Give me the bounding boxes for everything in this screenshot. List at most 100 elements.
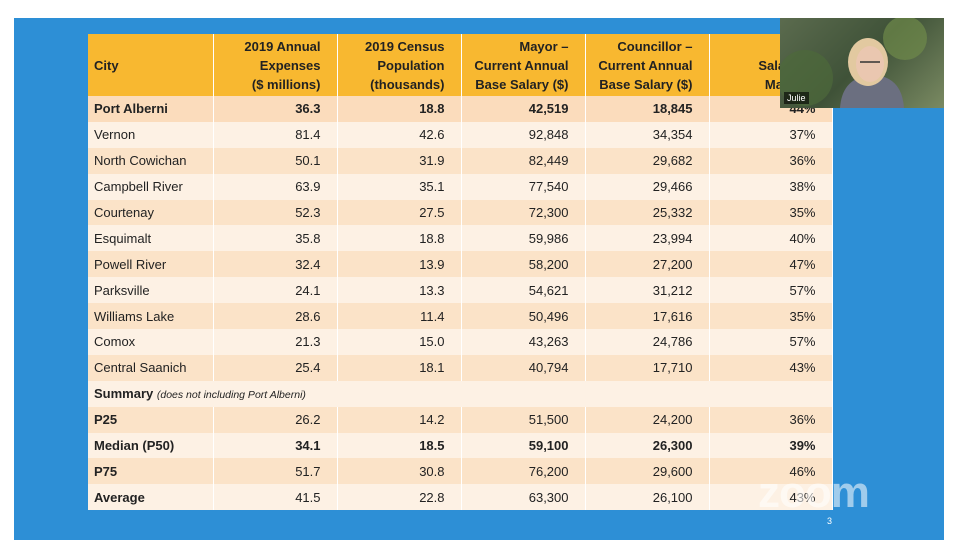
table-cell: 42,519: [461, 96, 586, 122]
header-cell: Mayor – Current Annual Base Salary ($): [461, 34, 586, 96]
table-cell: 25.4: [213, 354, 338, 381]
table-cell: Parksville: [88, 277, 214, 304]
table-row: Campbell River 63.9 35.1 77,540 29,466 38%: [88, 173, 833, 200]
table-cell: P75: [88, 458, 214, 485]
zoom-logo: zoom: [758, 468, 870, 517]
table-cell: Campbell River: [88, 173, 214, 200]
table-cell: 50,496: [461, 303, 586, 330]
table-cell: P25: [88, 406, 214, 433]
participant-name: Julie: [784, 92, 809, 104]
table-cell: 77,540: [461, 173, 586, 200]
table-cell: 57%: [709, 277, 833, 304]
table-cell: Esquimalt: [88, 225, 214, 252]
table-cell: 24,786: [585, 329, 710, 355]
header-line: Base Salary ($): [475, 76, 569, 92]
table-cell: 35%: [709, 303, 833, 330]
table-cell: 81.4: [213, 121, 338, 148]
table-row: Williams Lake 28.6 11.4 50,496 17,616 35%: [88, 303, 833, 330]
table-cell: 26.2: [213, 406, 338, 433]
table-row: Powell River 32.4 13.9 58,200 27,200 47%: [88, 251, 833, 278]
table-cell: 36%: [709, 406, 833, 433]
table-cell: 35.1: [337, 173, 462, 200]
header-line: Current Annual: [474, 57, 569, 73]
summary-cell: Summary (does not including Port Alberni…: [88, 380, 833, 407]
table-cell: 29,600: [585, 458, 710, 485]
header-line: 2019 Annual: [244, 38, 321, 54]
header-line: Mayor –: [519, 38, 569, 54]
table-cell: 36%: [709, 147, 833, 174]
table-cell: Central Saanich: [88, 354, 214, 381]
table-row: Average 41.5 22.8 63,300 26,100 43%: [88, 484, 833, 511]
summary-row: Summary (does not including Port Alberni…: [88, 380, 833, 407]
table-cell: 13.9: [337, 251, 462, 278]
table-cell: 72,300: [461, 199, 586, 226]
header-row: City 2019 Annual Expenses ($ millions) 2019 …: [88, 34, 833, 96]
table-cell: 24,200: [585, 406, 710, 433]
table-body: Port Alberni 36.3 18.8 42,519 18,845 44% Verno…: [88, 96, 833, 511]
header-line: 2019 Census: [365, 38, 445, 54]
table-cell: 38%: [709, 173, 833, 200]
table-cell: Vernon: [88, 121, 214, 148]
table-cell: 13.3: [337, 277, 462, 304]
table-cell: 82,449: [461, 147, 586, 174]
table-cell: 35.8: [213, 225, 338, 252]
table-cell: 63,300: [461, 484, 586, 511]
table-cell: 92,848: [461, 121, 586, 148]
table-cell: 59,986: [461, 225, 586, 252]
table-cell: 46%: [709, 458, 833, 485]
table-row: North Cowichan 50.1 31.9 82,449 29,682 36%: [88, 147, 833, 174]
table-cell: 41.5: [213, 484, 338, 511]
table-cell: 24.1: [213, 277, 338, 304]
table-cell: 18.8: [337, 225, 462, 252]
table-cell: 26,100: [585, 484, 710, 511]
table-cell: 17,710: [585, 354, 710, 381]
table-cell: 34,354: [585, 121, 710, 148]
table-cell: Port Alberni: [88, 96, 214, 122]
table-cell: 27,200: [585, 251, 710, 278]
table-cell: 40%: [709, 225, 833, 252]
table-cell: 35%: [709, 199, 833, 226]
table-cell: 32.4: [213, 251, 338, 278]
summary-label: Summary: [94, 386, 154, 402]
table-cell: Comox: [88, 329, 214, 355]
table-cell: 34.1: [213, 432, 338, 459]
table-cell: 22.8: [337, 484, 462, 511]
table-row: Comox 21.3 15.0 43,263 24,786 57%: [88, 329, 833, 355]
table-cell: 15.0: [337, 329, 462, 355]
table-cell: 23,994: [585, 225, 710, 252]
table-cell: 25,332: [585, 199, 710, 226]
table-cell: 43,263: [461, 329, 586, 355]
header-line: Population: [377, 57, 445, 73]
table-cell: Powell River: [88, 251, 214, 278]
table-cell: 30.8: [337, 458, 462, 485]
header-line: ($ millions): [251, 76, 321, 92]
header-line: Base Salary ($): [599, 76, 693, 92]
table-cell: 21.3: [213, 329, 338, 355]
table-row: Vernon 81.4 42.6 92,848 34,354 37%: [88, 121, 833, 148]
table-cell: 43%: [709, 484, 833, 511]
header-cell: Councillor – Current Annual Base Salary ($…: [585, 34, 710, 96]
table-cell: 63.9: [213, 173, 338, 200]
table-cell: 31.9: [337, 147, 462, 174]
table-cell: 40,794: [461, 354, 586, 381]
header-line: (thousands): [370, 76, 445, 92]
table-cell: 18.5: [337, 432, 462, 459]
table-row: Median (P50) 34.1 18.5 59,100 26,300 39%: [88, 432, 833, 459]
table-cell: 37%: [709, 121, 833, 148]
table-cell: 76,200: [461, 458, 586, 485]
table-cell: 52.3: [213, 199, 338, 226]
table-cell: 51,500: [461, 406, 586, 433]
summary-note: (does not including Port Alberni): [156, 389, 306, 402]
table-cell: 59,100: [461, 432, 586, 459]
table-cell: 28.6: [213, 303, 338, 330]
video-tile[interactable]: Julie: [780, 18, 944, 108]
table-row: Courtenay 52.3 27.5 72,300 25,332 35%: [88, 199, 833, 226]
table-cell: 27.5: [337, 199, 462, 226]
table-cell: 42.6: [337, 121, 462, 148]
table-cell: 57%: [709, 329, 833, 355]
table-cell: 39%: [709, 432, 833, 459]
header-line: Expenses: [259, 57, 321, 73]
page-number: 3: [827, 516, 833, 526]
header-line: City: [94, 57, 119, 73]
